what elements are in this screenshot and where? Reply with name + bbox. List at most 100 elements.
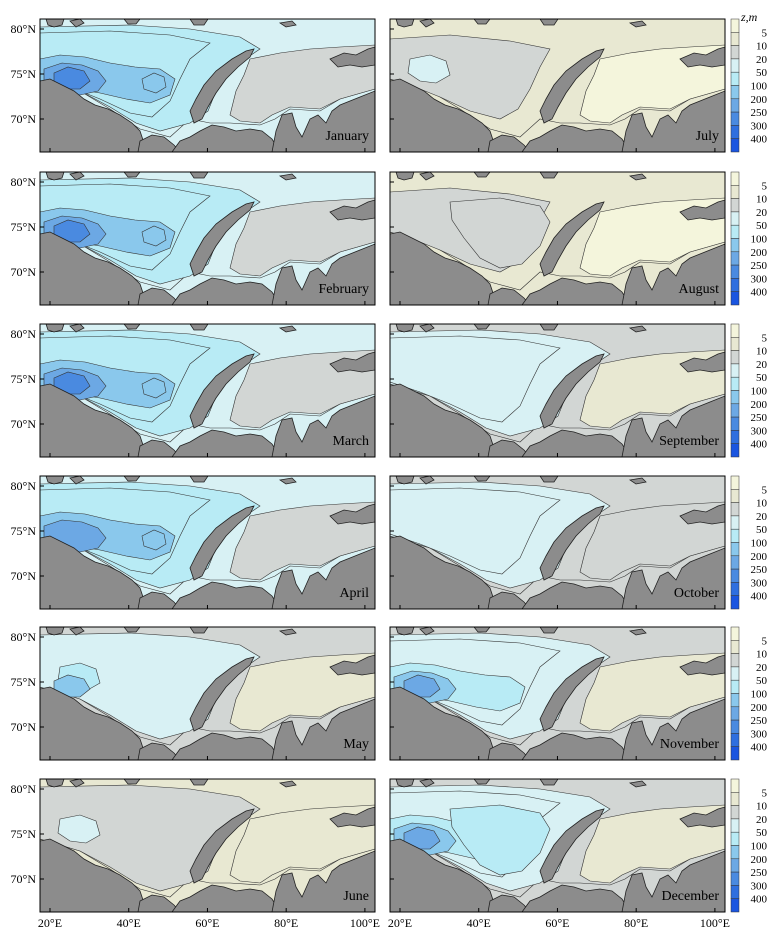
colorbar-level: 250 [751, 260, 768, 272]
colorbar-swatch [730, 595, 740, 610]
lat-tick-label: 70°N [11, 872, 37, 886]
colorbar-level: 200 [751, 551, 768, 563]
colorbar-swatch [730, 733, 740, 747]
colorbar-swatch [730, 71, 740, 86]
colorbar-level: 5 [762, 787, 768, 799]
colorbar-level: 400 [751, 287, 768, 299]
colorbar-level: 10 [756, 346, 768, 358]
month-label: August [679, 282, 720, 297]
colorbar-level: 400 [751, 742, 768, 754]
colorbar-swatch [730, 792, 740, 806]
colorbar-swatch [730, 111, 740, 126]
colorbar-swatch [730, 430, 740, 444]
colorbar-swatch [730, 898, 740, 913]
colorbar-swatch [730, 778, 740, 793]
map-panel-august: August [389, 171, 726, 306]
lon-tick-label: 40°E [467, 916, 491, 930]
lat-tick-label: 75°N [11, 524, 37, 538]
colorbar-swatch [730, 831, 740, 846]
colorbar-swatch [730, 679, 740, 694]
lon-tick-label: 40°E [117, 916, 141, 930]
month-label: July [696, 129, 719, 144]
colorbar-swatch [730, 666, 740, 681]
colorbar-level: 50 [756, 524, 768, 536]
depth-zone [390, 487, 561, 575]
colorbar-level: 250 [751, 564, 768, 576]
colorbar-level: 50 [756, 220, 768, 232]
colorbar-level: 20 [756, 814, 768, 826]
colorbar-level: 300 [751, 425, 768, 437]
lon-tick-label: 20°E [388, 916, 412, 930]
month-label: January [325, 129, 369, 144]
colorbar-swatch [730, 278, 740, 292]
colorbar-swatch [730, 568, 740, 583]
map-panel-march: March [39, 323, 376, 458]
depth-zone [449, 197, 551, 269]
lat-tick-label: 80°N [11, 479, 37, 493]
colorbar-level: 5 [762, 332, 768, 344]
colorbar-level: 20 [756, 207, 768, 219]
lat-tick-label: 80°N [11, 327, 37, 341]
colorbar-swatch [730, 185, 740, 199]
colorbar-swatch [730, 251, 740, 266]
lat-tick-label: 80°N [11, 782, 37, 796]
map-panel-november: November [389, 626, 726, 761]
lon-tick-label: 60°E [545, 916, 569, 930]
colorbar-swatch [730, 198, 740, 213]
colorbar-swatch [730, 416, 740, 431]
colorbar-level: 400 [751, 591, 768, 603]
colorbar-level: 50 [756, 372, 768, 384]
colorbar-swatch [730, 291, 740, 306]
colorbar-swatch [730, 818, 740, 833]
colorbar-level: 400 [751, 894, 768, 906]
map-panel-may: May [39, 626, 376, 761]
month-label: September [659, 434, 719, 449]
month-label: October [674, 586, 719, 601]
month-label: December [661, 889, 719, 904]
colorbar-swatch [730, 45, 740, 60]
colorbar-swatch [730, 871, 740, 886]
colorbar-level: 250 [751, 412, 768, 424]
colorbar-level: 20 [756, 511, 768, 523]
colorbar-swatch [730, 403, 740, 418]
colorbar-level: 200 [751, 247, 768, 259]
colorbar-swatch [730, 719, 740, 734]
colorbar-swatch [730, 582, 740, 596]
colorbar-level: 300 [751, 577, 768, 589]
colorbar-swatch [730, 125, 740, 139]
colorbar-level: 250 [751, 107, 768, 119]
map-panel-february: February [39, 171, 376, 306]
colorbar-swatch [730, 337, 740, 351]
month-label: February [318, 282, 369, 297]
colorbar-swatch [730, 885, 740, 899]
map-panel-june: June [39, 778, 376, 913]
lon-tick-label: 60°E [195, 916, 219, 930]
month-label: March [332, 434, 369, 449]
colorbar-swatch [730, 542, 740, 557]
colorbar-level: 300 [751, 728, 768, 740]
month-label: June [343, 889, 369, 904]
month-label: May [343, 737, 369, 752]
colorbar-level: 5 [762, 27, 768, 39]
colorbar-swatch [730, 18, 740, 33]
colorbar-level: 200 [751, 854, 768, 866]
lat-tick-label: 70°N [11, 569, 37, 583]
colorbar-level: 100 [751, 81, 768, 93]
colorbar-level: 100 [751, 841, 768, 853]
colorbar-swatch [730, 85, 740, 100]
depth-zone [449, 804, 551, 876]
lat-tick-label: 75°N [11, 675, 37, 689]
colorbar-swatch [730, 626, 740, 641]
colorbar-level: 5 [762, 180, 768, 192]
colorbar-level: 5 [762, 484, 768, 496]
colorbar-level: 300 [751, 273, 768, 285]
colorbar-level: 250 [751, 867, 768, 879]
colorbar-title: z,m [740, 10, 758, 24]
colorbar-swatch [730, 98, 740, 113]
colorbar-level: 50 [756, 827, 768, 839]
